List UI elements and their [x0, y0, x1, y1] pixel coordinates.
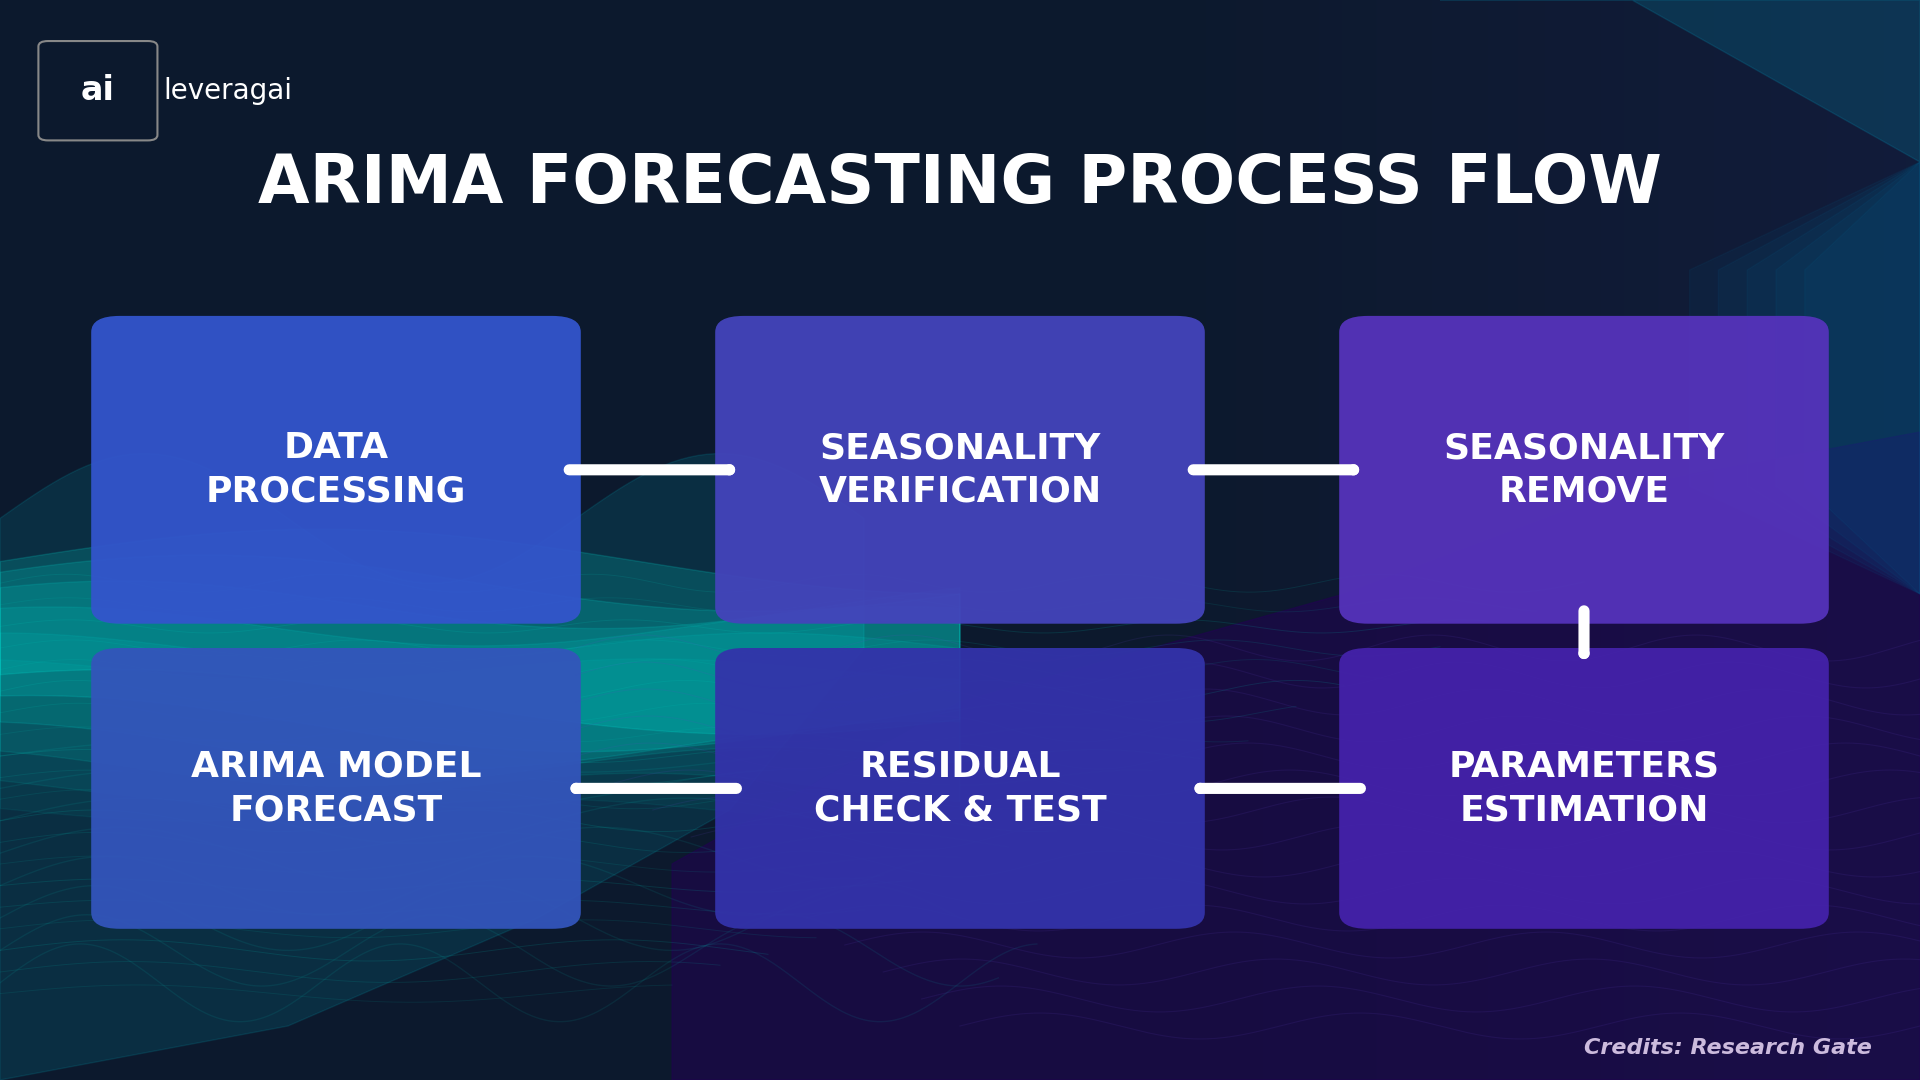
Text: Credits: Research Gate: Credits: Research Gate — [1584, 1038, 1872, 1057]
FancyBboxPatch shape — [714, 315, 1206, 624]
FancyBboxPatch shape — [714, 648, 1206, 929]
Text: leveragai: leveragai — [163, 77, 292, 105]
Text: PARAMETERS
ESTIMATION: PARAMETERS ESTIMATION — [1448, 750, 1720, 827]
FancyBboxPatch shape — [90, 648, 580, 929]
Polygon shape — [1440, 0, 1920, 162]
Text: ai: ai — [81, 75, 115, 107]
Polygon shape — [0, 607, 960, 786]
Polygon shape — [1776, 162, 1920, 594]
Text: DATA
PROCESSING: DATA PROCESSING — [205, 431, 467, 509]
Polygon shape — [0, 454, 864, 1080]
Text: SEASONALITY
REMOVE: SEASONALITY REMOVE — [1444, 431, 1724, 509]
Polygon shape — [1747, 162, 1920, 594]
Text: ARIMA FORECASTING PROCESS FLOW: ARIMA FORECASTING PROCESS FLOW — [257, 150, 1663, 217]
Polygon shape — [0, 529, 960, 734]
FancyBboxPatch shape — [1338, 315, 1828, 624]
FancyBboxPatch shape — [90, 315, 580, 624]
Polygon shape — [1718, 162, 1920, 594]
Polygon shape — [1805, 162, 1920, 594]
Polygon shape — [672, 432, 1920, 1080]
Polygon shape — [0, 581, 960, 769]
Polygon shape — [1690, 162, 1920, 594]
Polygon shape — [0, 555, 960, 752]
Text: RESIDUAL
CHECK & TEST: RESIDUAL CHECK & TEST — [814, 750, 1106, 827]
FancyBboxPatch shape — [1338, 648, 1828, 929]
Polygon shape — [0, 633, 960, 804]
Text: ARIMA MODEL
FORECAST: ARIMA MODEL FORECAST — [190, 750, 482, 827]
Text: SEASONALITY
VERIFICATION: SEASONALITY VERIFICATION — [818, 431, 1102, 509]
